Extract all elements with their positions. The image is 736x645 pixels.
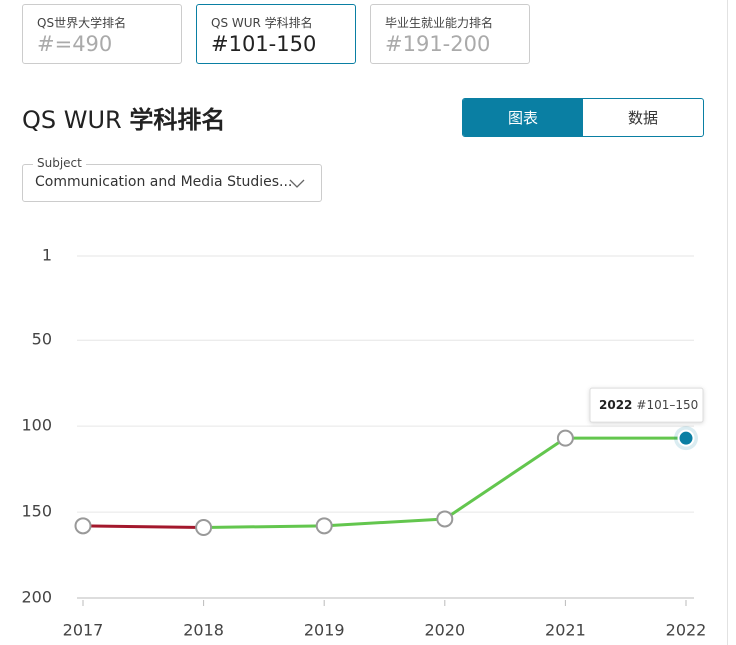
- ranking-tab[interactable]: QS世界大学排名 #=490: [22, 4, 182, 64]
- tooltip-rank: #101–150: [636, 398, 698, 412]
- y-tick-label: 50: [32, 330, 52, 349]
- tab-value: #101-150: [211, 32, 317, 56]
- tooltip-text: 2022 #101–150: [599, 398, 698, 412]
- y-tick-label: 1: [42, 246, 52, 265]
- heading-prefix: QS WUR: [22, 106, 122, 134]
- tab-label: QS WUR 学科排名: [211, 16, 313, 30]
- ranking-tab[interactable]: 毕业生就业能力排名 #191-200: [370, 4, 530, 64]
- x-tick-label: 2018: [183, 621, 224, 640]
- tab-value: #=490: [37, 32, 113, 56]
- tab-value: #191-200: [385, 32, 491, 56]
- tab-label: QS世界大学排名: [37, 16, 127, 30]
- line-segment: [203, 524, 325, 530]
- toggle-button[interactable]: 图表: [463, 99, 583, 136]
- x-tick-label: 2017: [63, 621, 104, 640]
- point: [195, 519, 213, 537]
- divider: [727, 0, 728, 645]
- heading-bold: 学科排名: [129, 106, 226, 134]
- line-segment: [443, 436, 567, 521]
- point: [436, 510, 454, 528]
- tab-label: 毕业生就业能力排名: [385, 16, 494, 30]
- x-tick-label: 2020: [424, 621, 465, 640]
- select-value: Communication and Media Studies...: [35, 174, 293, 190]
- point: [677, 429, 695, 447]
- toggle-button[interactable]: 数据: [627, 109, 658, 127]
- point: [315, 517, 333, 535]
- line-segment: [324, 517, 445, 528]
- line-segment: [82, 524, 204, 530]
- y-tick-label: 200: [21, 588, 52, 607]
- y-tick-label: 100: [21, 416, 52, 435]
- x-tick-label: 2021: [545, 621, 586, 640]
- point: [556, 429, 574, 447]
- x-tick-label: 2019: [304, 621, 345, 640]
- chevron: [289, 179, 305, 188]
- y-tick-label: 150: [21, 502, 52, 521]
- heading: QS WUR 学科排名: [22, 100, 225, 135]
- ranking-tab[interactable]: QS WUR 学科排名 #101-150: [196, 4, 356, 64]
- x-tick-label: 2022: [666, 621, 707, 640]
- view-toggle: 图表 数据: [462, 98, 704, 137]
- tooltip-year: 2022: [599, 398, 632, 412]
- subject-select[interactable]: Subject Communication and Media Studies.…: [22, 156, 322, 202]
- point: [74, 517, 92, 535]
- tooltip-box: [589, 387, 704, 423]
- select-label: Subject: [33, 156, 86, 170]
